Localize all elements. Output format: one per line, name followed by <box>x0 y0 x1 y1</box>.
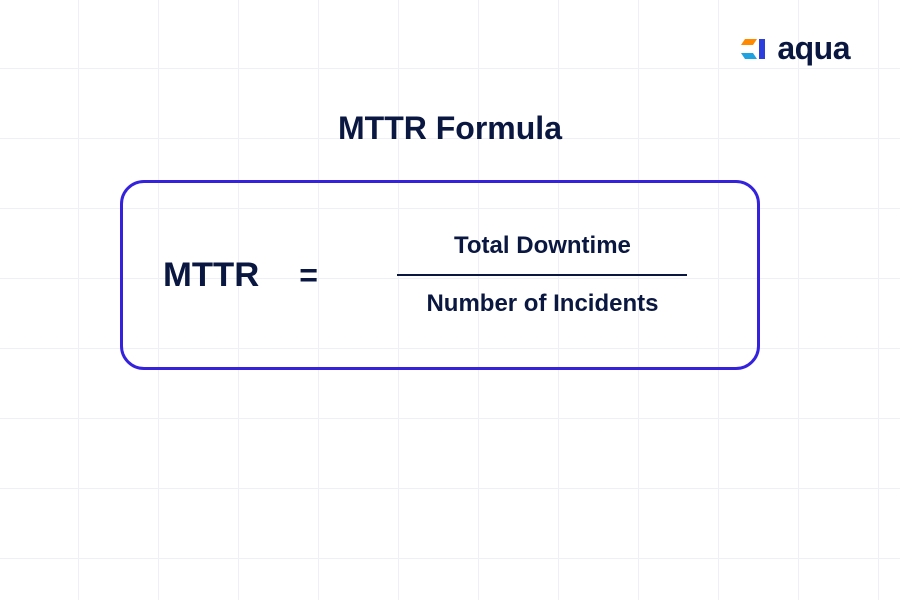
diagram-title: MTTR Formula <box>0 110 900 147</box>
brand-logo: aqua <box>741 30 850 67</box>
formula-equals: = <box>299 257 318 294</box>
aqua-logo-icon <box>741 35 769 63</box>
formula-left-term: MTTR <box>163 256 259 295</box>
brand-name: aqua <box>777 30 850 67</box>
formula-fraction: Total Downtime Number of Incidents <box>368 222 717 328</box>
fraction-numerator: Total Downtime <box>454 222 631 270</box>
fraction-line <box>397 274 687 276</box>
fraction-denominator: Number of Incidents <box>426 280 658 328</box>
formula-container: MTTR = Total Downtime Number of Incident… <box>120 180 760 370</box>
